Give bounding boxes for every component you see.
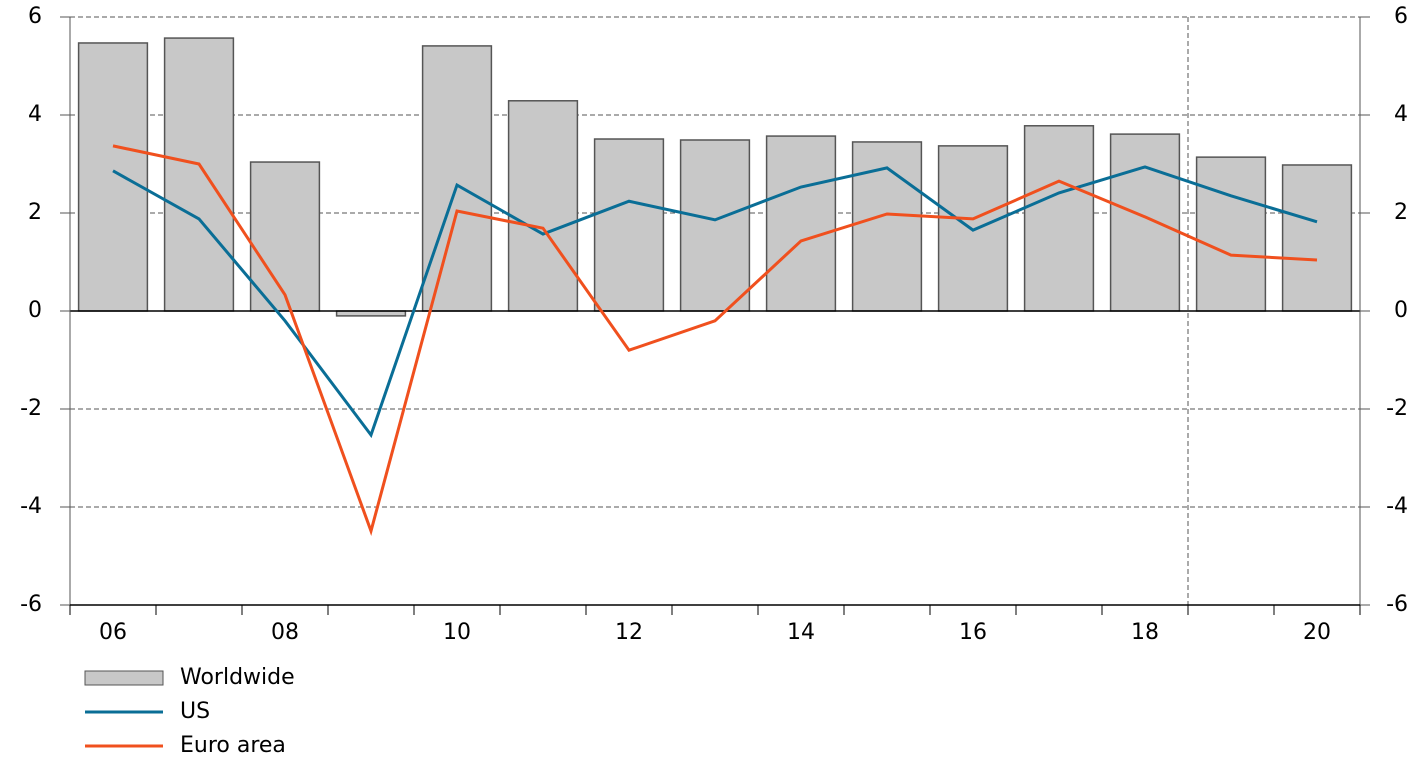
legend-label: US — [180, 699, 210, 724]
bar — [507, 100, 579, 312]
y-tick-label: -6 — [20, 592, 42, 617]
y2-tick-label: -6 — [1386, 592, 1408, 617]
bar — [593, 138, 665, 312]
y-tick-label: -4 — [20, 494, 42, 519]
legend-swatch — [84, 670, 164, 686]
y-tick-label: 6 — [28, 4, 42, 29]
bar — [679, 139, 751, 312]
bar — [421, 45, 493, 312]
y-tick-label: 4 — [28, 102, 42, 127]
x-tick-label: 18 — [1131, 620, 1159, 645]
bar — [1023, 125, 1095, 312]
x-tick-label: 20 — [1303, 620, 1331, 645]
legend-label: Worldwide — [180, 665, 295, 690]
bar — [77, 42, 149, 312]
y-tick-label: 2 — [28, 200, 42, 225]
bar — [765, 135, 837, 312]
x-tick-label: 08 — [271, 620, 299, 645]
bar — [163, 37, 235, 312]
x-tick-label: 14 — [787, 620, 815, 645]
bar — [1109, 133, 1181, 312]
bar — [1195, 156, 1267, 312]
bar — [249, 161, 321, 312]
x-tick-label: 12 — [615, 620, 643, 645]
bar — [1281, 164, 1353, 312]
y2-tick-label: 6 — [1394, 4, 1408, 29]
x-tick-label: 10 — [443, 620, 471, 645]
line — [112, 165, 1318, 439]
x-tick-label: 06 — [99, 620, 127, 645]
x-tick-label: 16 — [959, 620, 987, 645]
y-tick-label: -2 — [20, 396, 42, 421]
legend-label: Euro area — [180, 733, 286, 758]
y2-tick-label: 4 — [1394, 102, 1408, 127]
y2-tick-label: -2 — [1386, 396, 1408, 421]
y2-tick-label: 2 — [1394, 200, 1408, 225]
y2-tick-label: 0 — [1394, 298, 1408, 323]
y2-tick-label: -4 — [1386, 494, 1408, 519]
y-tick-label: 0 — [28, 298, 42, 323]
line — [112, 144, 1318, 536]
